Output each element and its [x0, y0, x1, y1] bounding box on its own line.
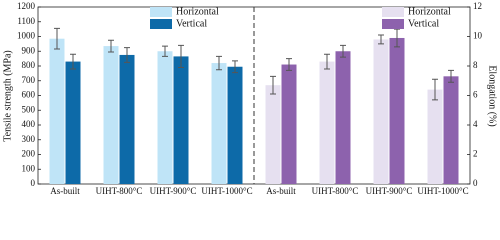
error-bar: [270, 75, 276, 95]
error-bar: [340, 44, 346, 58]
y2-tick-label: 10: [473, 31, 483, 41]
y2-tick-label: 2: [473, 149, 478, 159]
bar: [157, 51, 173, 184]
error-bar: [70, 53, 76, 70]
error-bar: [54, 27, 60, 50]
chart: Tensile strength (MPa) Elongation (%) 0 1…: [2, 1, 498, 196]
x-tick-label: As-built: [50, 186, 80, 196]
y2-tick-label: 12: [473, 1, 482, 11]
bar: [49, 38, 65, 185]
y2-tick-label: 4: [473, 119, 478, 129]
x-tick-label: UIHT-800°C: [312, 186, 359, 196]
x-tick-label: UIHT-900°C: [150, 186, 197, 196]
y-tick-label: 500: [22, 104, 36, 114]
legend-swatch: [150, 19, 172, 29]
x-tick-label: UIHT-800°C: [96, 186, 143, 196]
x-tick-label: UIHT-1000°C: [201, 186, 252, 196]
bar: [427, 89, 443, 184]
bar: [65, 61, 81, 185]
y2-axis-title: Elongation (%): [487, 65, 498, 126]
legend-label: Vertical: [176, 18, 207, 29]
error-bar: [232, 60, 238, 74]
y2-tick-label: 0: [473, 178, 478, 188]
y-tick-label: 0: [31, 178, 36, 188]
bar: [281, 64, 297, 184]
bar: [373, 39, 389, 185]
bar: [103, 46, 119, 185]
bar: [265, 85, 281, 184]
y-tick-label: 900: [22, 45, 36, 55]
x-tick-label: As-built: [266, 186, 296, 196]
error-bar: [108, 39, 114, 53]
bar: [389, 37, 405, 184]
error-bar: [178, 44, 184, 68]
y-tick-label: 800: [22, 60, 36, 70]
y-tick-label: 600: [22, 90, 36, 100]
y2-tick-label: 8: [473, 60, 478, 70]
bar: [335, 51, 351, 184]
bar: [319, 61, 335, 185]
y-tick-label: 1000: [17, 31, 36, 41]
error-bar: [432, 78, 438, 101]
y-tick-label: 700: [22, 75, 36, 85]
bar: [211, 63, 227, 184]
x-tick-label: UIHT-1000°C: [417, 186, 468, 196]
error-bar: [378, 34, 384, 45]
legend-swatch: [150, 7, 172, 17]
legend-label: Horizontal: [176, 6, 219, 17]
legend-swatch: [382, 19, 404, 29]
error-bar: [286, 58, 292, 71]
y-tick-label: 1100: [17, 16, 35, 26]
error-bar: [324, 53, 330, 70]
y-tick-label: 1200: [17, 1, 36, 11]
error-bar: [124, 47, 130, 63]
y2-tick-label: 6: [473, 90, 478, 100]
y-tick-label: 100: [22, 163, 36, 173]
bar: [443, 76, 459, 184]
legend-label: Vertical: [408, 18, 439, 29]
y-tick-label: 200: [22, 149, 36, 159]
y-tick-label: 300: [22, 134, 36, 144]
y-axis-title: Tensile strength (MPa): [2, 50, 13, 142]
error-bar: [216, 55, 222, 71]
bar: [227, 66, 243, 184]
legend-swatch: [382, 7, 404, 17]
bar: [119, 54, 135, 184]
error-bar: [448, 69, 454, 83]
y-tick-label: 400: [22, 119, 36, 129]
error-bar: [162, 45, 168, 57]
legend-label: Horizontal: [408, 6, 451, 17]
bar: [173, 56, 189, 184]
x-tick-label: UIHT-900°C: [366, 186, 413, 196]
error-bar: [394, 28, 400, 48]
